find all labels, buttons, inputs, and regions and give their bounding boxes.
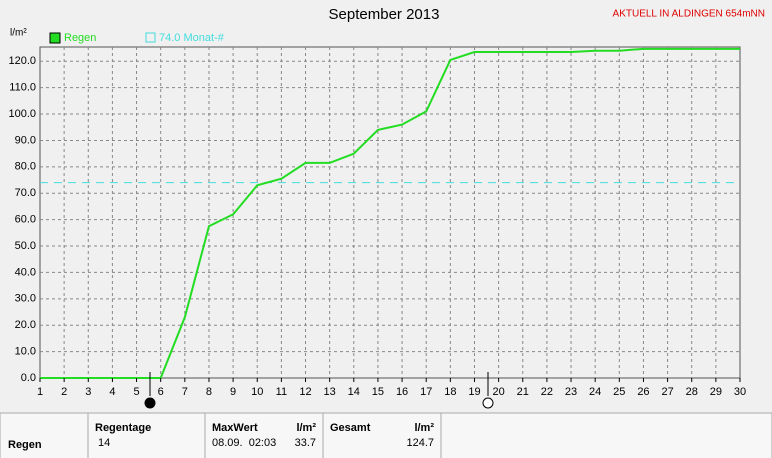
column-unit: l/m² — [296, 422, 316, 434]
x-tick-label: 24 — [589, 386, 601, 398]
full-moon-icon — [482, 397, 494, 409]
x-tick-label: 12 — [299, 386, 311, 398]
x-tick-label: 19 — [468, 386, 480, 398]
table-cell — [0, 412, 89, 458]
column-title: Gesamt — [330, 422, 371, 434]
cell-value: 14 — [98, 437, 110, 449]
y-axis-label: l/m² — [10, 28, 27, 39]
chart-title: September 2013 — [329, 6, 440, 23]
x-tick-label: 26 — [637, 386, 649, 398]
table-cell — [204, 412, 324, 458]
y-tick-label: 50.0 — [15, 240, 36, 252]
y-tick-label: 0.0 — [21, 372, 36, 384]
x-tick-label: 4 — [109, 386, 115, 398]
x-tick-label: 14 — [348, 386, 360, 398]
cell-value: 124.7 — [406, 437, 434, 449]
x-tick-label: 25 — [613, 386, 625, 398]
legend-swatch — [145, 32, 156, 43]
y-tick-label: 100.0 — [8, 108, 36, 120]
y-tick-label: 80.0 — [15, 161, 36, 173]
y-tick-label: 120.0 — [8, 55, 36, 67]
x-tick-label: 10 — [251, 386, 263, 398]
x-tick-label: 21 — [517, 386, 529, 398]
x-tick-label: 7 — [182, 386, 188, 398]
x-tick-label: 18 — [444, 386, 456, 398]
cell-value: 33.7 — [295, 437, 316, 449]
x-tick-label: 6 — [158, 386, 164, 398]
x-tick-label: 20 — [492, 386, 504, 398]
x-tick-label: 17 — [420, 386, 432, 398]
x-tick-label: 23 — [565, 386, 577, 398]
column-title: MaxWert — [212, 422, 258, 434]
cell-date: 08.09. 02:03 — [212, 437, 276, 449]
new-moon-icon — [144, 397, 156, 409]
y-tick-label: 40.0 — [15, 266, 36, 278]
y-tick-label: 110.0 — [9, 82, 36, 94]
x-tick-label: 3 — [85, 386, 91, 398]
x-tick-label: 22 — [541, 386, 553, 398]
column-unit: l/m² — [414, 422, 434, 434]
x-tick-label: 30 — [734, 386, 746, 398]
table-cell — [87, 412, 206, 458]
summary-table: Regen Regentage 14 MaxWert l/m² 08.09. 0… — [0, 412, 772, 458]
x-tick-label: 5 — [133, 386, 139, 398]
x-tick-label: 15 — [372, 386, 384, 398]
table-cell — [322, 412, 442, 458]
row-label: Regen — [8, 439, 42, 451]
x-tick-label: 27 — [661, 386, 673, 398]
x-tick-label: 1 — [37, 386, 43, 398]
data-line — [40, 47, 740, 379]
plot-frame — [39, 46, 741, 379]
column-title: Regentage — [95, 422, 151, 434]
x-tick-label: 29 — [710, 386, 722, 398]
y-tick-label: 70.0 — [15, 187, 36, 199]
legend-label: 74.0 Monat-# — [159, 32, 225, 44]
y-tick-label: 10.0 — [15, 346, 36, 358]
y-tick-label: 90.0 — [15, 134, 36, 146]
y-tick-label: 60.0 — [15, 214, 36, 226]
chart-subtitle: AKTUELL IN ALDINGEN 654mNN — [613, 9, 765, 20]
x-tick-label: 2 — [61, 386, 67, 398]
x-tick-label: 16 — [396, 386, 408, 398]
x-tick-label: 28 — [686, 386, 698, 398]
x-tick-label: 9 — [230, 386, 236, 398]
x-tick-label: 11 — [276, 386, 287, 398]
y-tick-label: 20.0 — [15, 319, 36, 331]
legend-label: Regen — [64, 32, 96, 44]
table-cell — [440, 412, 772, 458]
y-tick-label: 30.0 — [15, 293, 36, 305]
legend-swatch — [49, 32, 61, 44]
x-tick-label: 13 — [324, 386, 336, 398]
x-tick-label: 8 — [206, 386, 212, 398]
